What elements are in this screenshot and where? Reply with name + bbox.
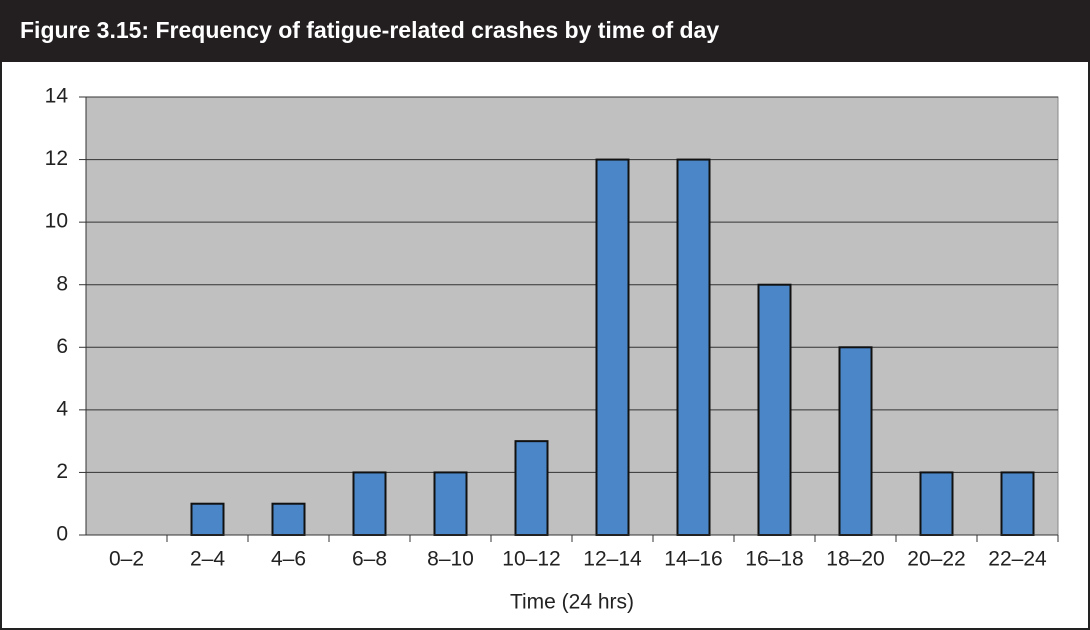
bar: [919, 471, 954, 536]
x-tick-label: 16–18: [745, 548, 803, 571]
chart-title: Figure 3.15: Frequency of fatigue-relate…: [20, 17, 719, 43]
y-tick-label: 2: [56, 460, 68, 483]
x-tick-label: 14–16: [664, 548, 722, 571]
x-tick-label: 18–20: [826, 548, 884, 571]
plot-area: [85, 96, 1059, 536]
bar: [676, 158, 711, 536]
bar: [514, 440, 549, 536]
x-tick-label: 20–22: [907, 548, 965, 571]
bar: [271, 502, 306, 537]
y-tick-label: 12: [45, 147, 68, 170]
x-tick-label: 10–12: [502, 548, 560, 571]
bar: [595, 158, 630, 536]
bar: [433, 471, 468, 536]
header: [0, 0, 1090, 62]
bar: [1000, 471, 1035, 536]
x-tick-label: 0–2: [109, 548, 144, 571]
x-tick-label: 4–6: [271, 548, 306, 571]
y-tick-label: 8: [56, 272, 68, 295]
y-tick-label: 10: [45, 210, 68, 233]
x-tick-label: 6–8: [352, 548, 387, 571]
y-tick-label: 4: [56, 397, 68, 420]
bar: [352, 471, 387, 536]
x-axis-label: Time (24 hrs): [510, 591, 634, 614]
x-tick-label: 22–24: [988, 548, 1047, 571]
x-tick-label: 2–4: [190, 548, 225, 571]
bar: [757, 283, 792, 537]
x-tick-label: 12–14: [583, 548, 642, 571]
y-tick-label: 0: [56, 523, 68, 546]
bar: [838, 346, 873, 536]
bar: [190, 502, 225, 537]
y-tick-label: 6: [56, 335, 68, 358]
x-tick-label: 8–10: [427, 548, 474, 571]
y-tick-label: 14: [45, 85, 69, 108]
